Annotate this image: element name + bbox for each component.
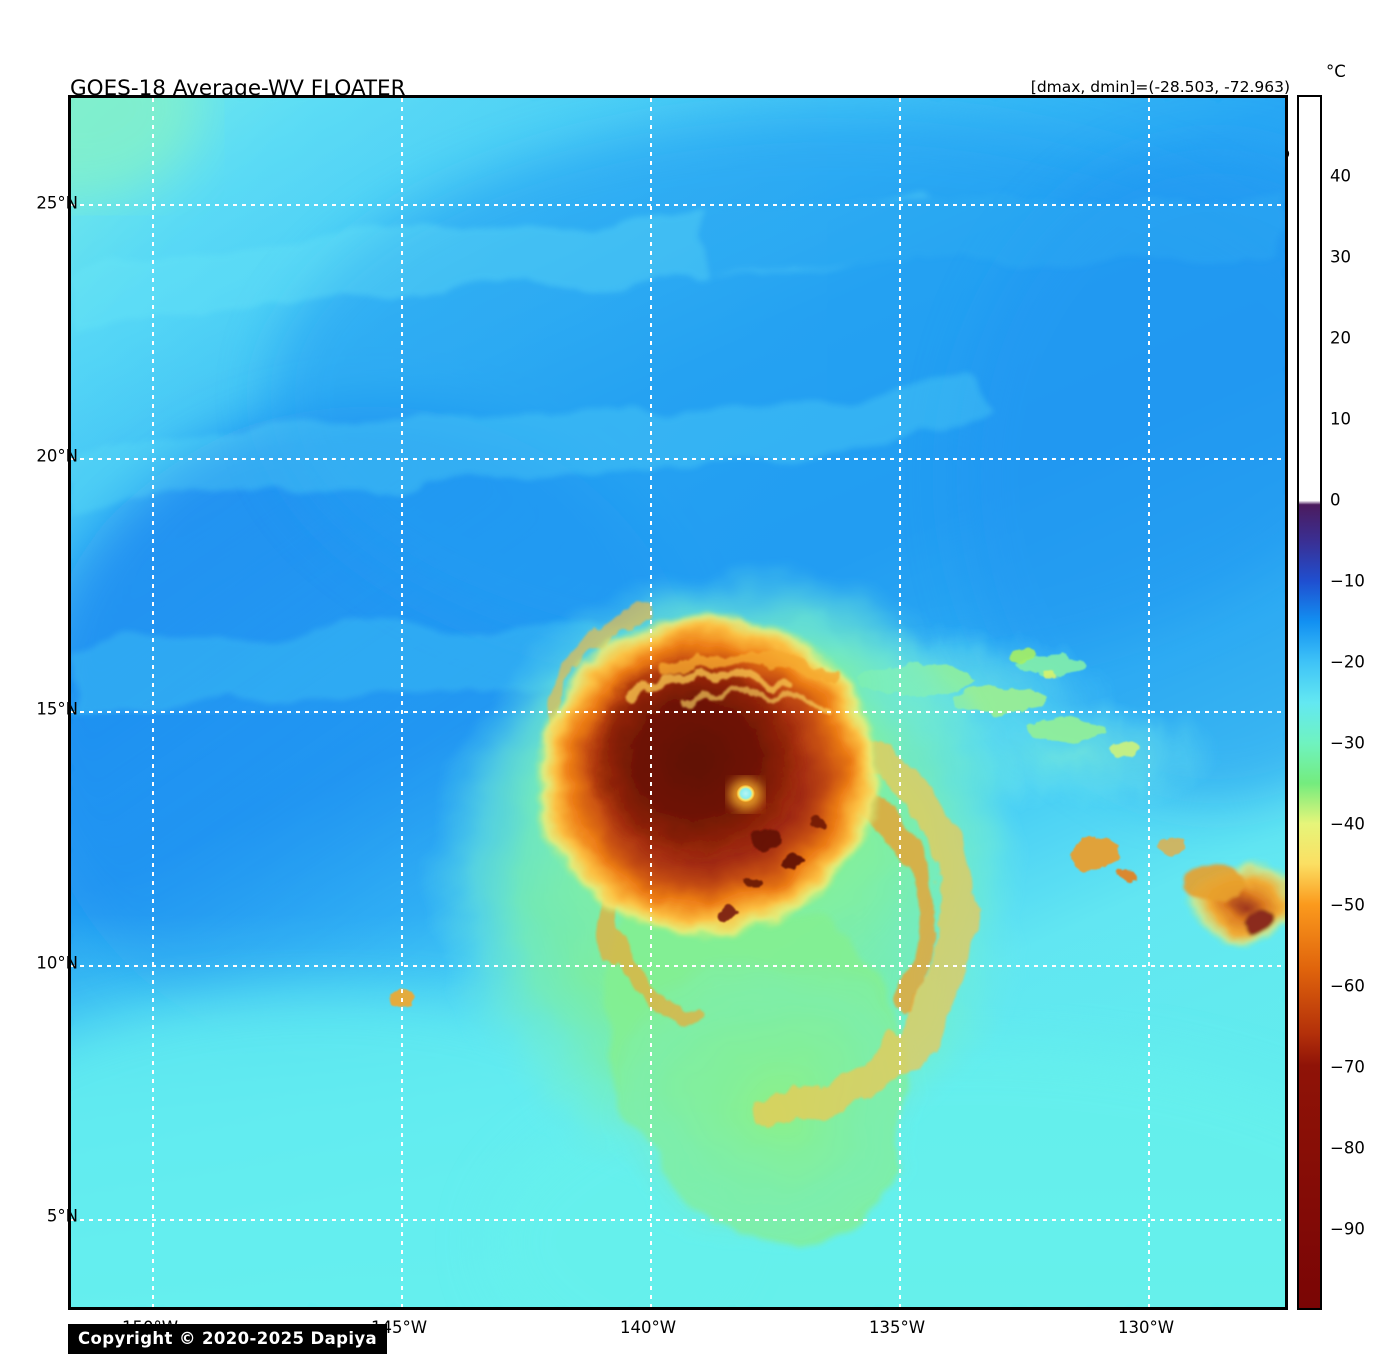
colorbar-tick-20: 20 <box>1330 328 1351 348</box>
lat-tick-20n: 20°N <box>36 446 78 466</box>
colorbar-gradient <box>1297 95 1322 1310</box>
colorbar-tick-30: 30 <box>1330 247 1351 267</box>
lon-tick-135w: 135°W <box>868 1318 926 1337</box>
lon-tick-130w: 130°W <box>1117 1318 1175 1337</box>
colorbar-tick-neg30: −30 <box>1330 733 1365 753</box>
lat-tick-25n: 25°N <box>36 193 78 213</box>
lat-tick-15n: 15°N <box>36 699 78 719</box>
lon-tick-140w: 140°W <box>619 1318 677 1337</box>
colorbar-unit-label: °C <box>1326 62 1346 81</box>
colorbar-tick-10: 10 <box>1330 409 1351 429</box>
colorbar[interactable] <box>1297 95 1322 1310</box>
colorbar-tick-neg40: −40 <box>1330 814 1365 834</box>
lat-tick-10n: 10°N <box>36 953 78 973</box>
colorbar-tick-neg70: −70 <box>1330 1057 1365 1077</box>
colorbar-tick-neg20: −20 <box>1330 652 1365 672</box>
colorbar-tick-neg90: −90 <box>1330 1219 1365 1239</box>
lat-tick-5n: 5°N <box>46 1206 78 1226</box>
satellite-imagery <box>71 98 1285 1307</box>
dmax-dmin-label: [dmax, dmin]=(-28.503, -72.963) <box>1030 78 1290 96</box>
colorbar-tick-neg50: −50 <box>1330 895 1365 915</box>
colorbar-tick-neg80: −80 <box>1330 1138 1365 1158</box>
colorbar-tick-neg60: −60 <box>1330 976 1365 996</box>
satellite-image-plot[interactable] <box>68 95 1288 1310</box>
colorbar-tick-40: 40 <box>1330 166 1351 186</box>
colorbar-tick-neg10: −10 <box>1330 571 1365 591</box>
title-line: GOES-18 Average-WV FLOATER <box>70 75 406 101</box>
colorbar-tick-0: 0 <box>1330 490 1341 510</box>
copyright-banner: Copyright © 2020-2025 Dapiya <box>68 1324 388 1354</box>
